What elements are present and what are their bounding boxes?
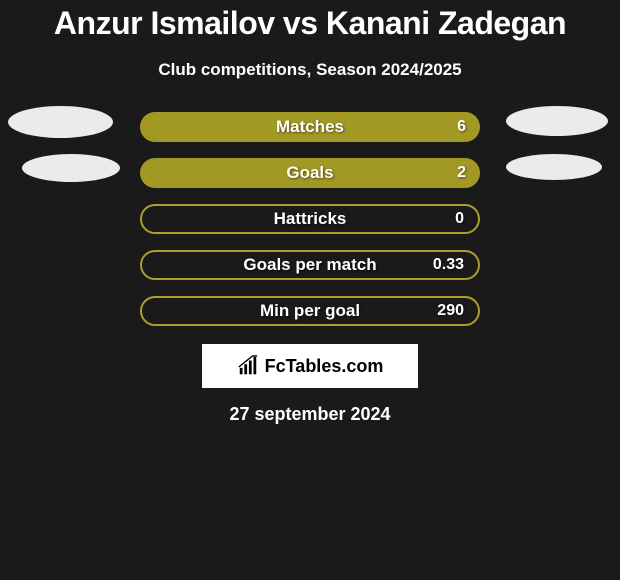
stat-row-hattricks: Hattricks 0 [140,204,480,234]
stat-value: 290 [437,302,464,320]
stat-label: Min per goal [260,301,360,321]
stat-row-goals-per-match: Goals per match 0.33 [140,250,480,280]
stat-label: Hattricks [274,209,347,229]
stat-value: 6 [457,118,466,136]
stat-value: 0 [455,210,464,228]
stat-rows: Matches 6 Goals 2 Hattricks 0 Goals per … [140,112,480,326]
infographic-container: Anzur Ismailov vs Kanani Zadegan Club co… [0,0,620,425]
stat-label: Goals per match [243,255,376,275]
decorative-oval [506,154,602,180]
stats-area: Matches 6 Goals 2 Hattricks 0 Goals per … [0,112,620,425]
brand-text: FcTables.com [265,356,384,377]
stat-row-matches: Matches 6 [140,112,480,142]
date-text: 27 september 2024 [0,404,620,425]
decorative-oval [506,106,608,136]
stat-label: Goals [286,163,333,183]
stat-label: Matches [276,117,344,137]
stat-value: 0.33 [433,256,464,274]
stat-value: 2 [457,164,466,182]
stat-row-goals: Goals 2 [140,158,480,188]
subtitle: Club competitions, Season 2024/2025 [0,60,620,80]
decorative-oval [22,154,120,182]
brand-chart-icon [237,355,259,377]
page-title: Anzur Ismailov vs Kanani Zadegan [0,5,620,42]
stat-row-min-per-goal: Min per goal 290 [140,296,480,326]
brand-box: FcTables.com [202,344,418,388]
decorative-oval [8,106,113,138]
